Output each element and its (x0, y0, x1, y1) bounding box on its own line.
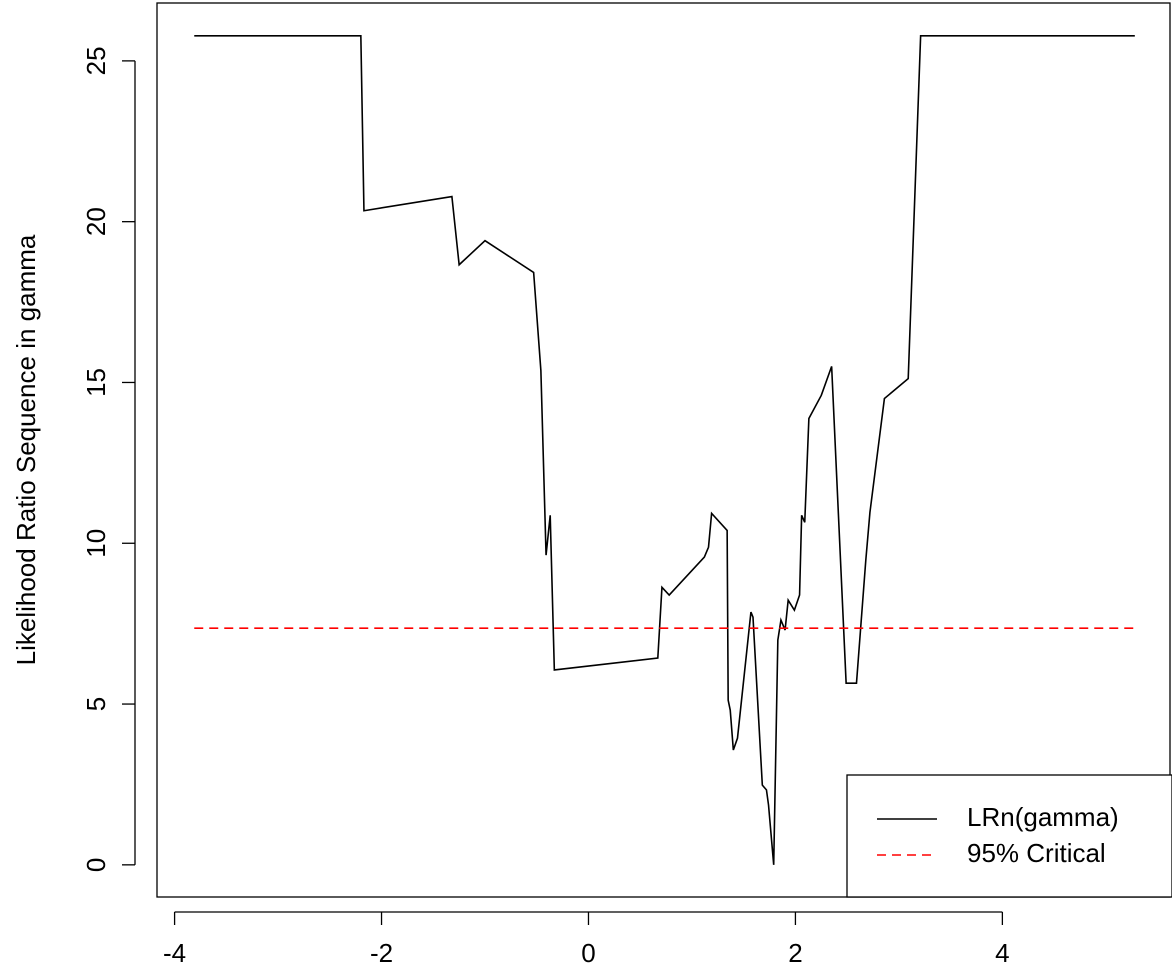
legend-label: LRn(gamma) (967, 802, 1119, 832)
y-tick-label: 20 (81, 207, 111, 236)
plot-frame (156, 2, 1171, 898)
y-tick-label: 25 (81, 46, 111, 75)
x-tick-label: -4 (163, 938, 186, 968)
series-line (194, 35, 1135, 865)
y-tick-label: 0 (81, 858, 111, 872)
x-tick-label: 4 (995, 938, 1009, 968)
x-tick-label: 2 (788, 938, 802, 968)
y-tick-label: 15 (81, 368, 111, 397)
legend-label: 95% Critical (967, 838, 1106, 868)
x-tick-label: 0 (581, 938, 595, 968)
x-tick-label: -2 (370, 938, 393, 968)
legend-box (846, 774, 1172, 898)
y-tick-label: 5 (81, 697, 111, 711)
y-axis-label: Likelihood Ratio Sequence in gamma (11, 234, 41, 665)
y-tick-label: 10 (81, 529, 111, 558)
